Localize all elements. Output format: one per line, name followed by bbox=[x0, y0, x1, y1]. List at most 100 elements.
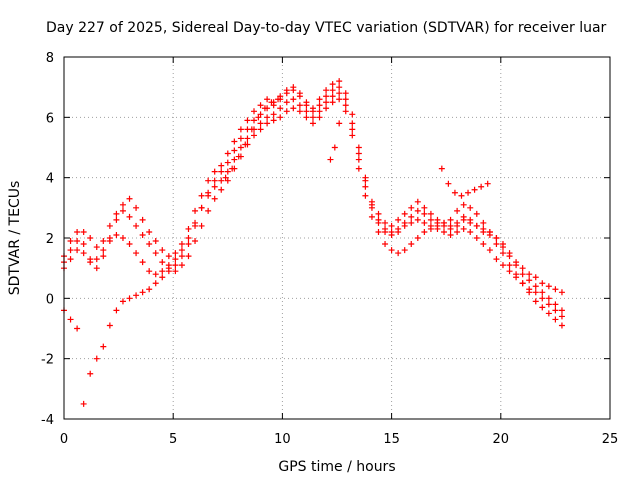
data-point bbox=[172, 250, 179, 257]
data-point bbox=[283, 99, 290, 106]
data-point bbox=[349, 111, 356, 118]
data-point bbox=[552, 307, 559, 314]
data-point bbox=[336, 84, 343, 91]
data-point bbox=[513, 271, 520, 278]
data-point bbox=[264, 120, 271, 127]
data-point bbox=[388, 222, 395, 229]
data-point bbox=[152, 238, 159, 245]
data-point bbox=[119, 207, 126, 214]
data-point bbox=[329, 93, 336, 100]
data-point bbox=[447, 216, 454, 223]
data-point bbox=[303, 114, 310, 121]
data-point bbox=[506, 268, 513, 275]
data-point bbox=[80, 228, 87, 235]
data-point bbox=[205, 207, 212, 214]
data-point bbox=[264, 114, 271, 121]
x-tick-label: 5 bbox=[169, 432, 177, 447]
data-point bbox=[309, 108, 316, 115]
data-point bbox=[152, 280, 159, 287]
data-point bbox=[211, 168, 218, 175]
data-point bbox=[185, 225, 192, 232]
data-point bbox=[146, 228, 153, 235]
data-point bbox=[421, 210, 428, 217]
data-point bbox=[316, 108, 323, 115]
x-axis-label: GPS time / hours bbox=[278, 459, 395, 475]
data-point bbox=[421, 219, 428, 226]
data-point bbox=[408, 241, 415, 248]
data-point bbox=[484, 180, 491, 187]
data-point bbox=[198, 192, 205, 199]
data-point bbox=[532, 274, 539, 281]
data-point bbox=[257, 102, 264, 109]
data-point bbox=[336, 120, 343, 127]
data-point bbox=[211, 195, 218, 202]
data-point bbox=[414, 216, 421, 223]
data-point bbox=[499, 250, 506, 257]
data-point bbox=[235, 153, 242, 160]
data-point bbox=[133, 250, 140, 257]
data-point bbox=[323, 105, 330, 112]
data-point bbox=[264, 96, 271, 103]
data-point bbox=[342, 102, 349, 109]
data-point bbox=[336, 90, 343, 97]
data-point bbox=[558, 313, 565, 320]
data-point bbox=[205, 177, 212, 184]
data-point bbox=[368, 201, 375, 208]
data-point bbox=[277, 105, 284, 112]
data-point bbox=[513, 262, 520, 269]
data-point bbox=[329, 99, 336, 106]
data-point bbox=[401, 247, 408, 254]
data-point bbox=[545, 295, 552, 302]
data-point bbox=[185, 253, 192, 260]
data-point bbox=[119, 298, 126, 305]
data-point bbox=[106, 222, 113, 229]
data-point bbox=[532, 298, 539, 305]
data-point bbox=[480, 228, 487, 235]
data-point bbox=[362, 192, 369, 199]
data-point bbox=[87, 235, 94, 241]
data-point bbox=[198, 222, 205, 229]
y-tick-label: 8 bbox=[46, 51, 54, 66]
data-point bbox=[414, 235, 421, 241]
data-point bbox=[218, 177, 225, 184]
data-point bbox=[478, 183, 485, 190]
y-tick-label: 6 bbox=[46, 111, 54, 126]
data-point bbox=[100, 343, 107, 350]
data-point bbox=[133, 204, 140, 211]
data-point bbox=[545, 283, 552, 290]
data-point bbox=[493, 256, 500, 263]
data-point bbox=[251, 117, 258, 124]
data-point bbox=[237, 126, 244, 133]
data-point bbox=[113, 307, 120, 314]
data-point bbox=[165, 268, 172, 275]
data-point bbox=[441, 222, 448, 229]
data-point bbox=[545, 310, 552, 317]
data-point bbox=[526, 271, 533, 278]
data-point bbox=[362, 183, 369, 190]
data-point bbox=[205, 189, 212, 196]
data-point bbox=[486, 247, 493, 254]
data-point bbox=[244, 135, 251, 142]
data-point bbox=[74, 228, 81, 235]
data-point bbox=[270, 117, 277, 124]
y-tick-label: 0 bbox=[46, 292, 54, 307]
data-point bbox=[172, 256, 179, 263]
chart-title: Day 227 of 2025, Sidereal Day-to-day VTE… bbox=[46, 20, 607, 36]
data-point bbox=[257, 111, 264, 118]
data-point bbox=[277, 114, 284, 121]
data-point bbox=[74, 238, 81, 245]
data-point bbox=[248, 126, 255, 133]
data-point bbox=[224, 168, 231, 175]
data-point bbox=[93, 256, 100, 263]
data-point bbox=[211, 177, 218, 184]
data-point bbox=[113, 216, 120, 223]
data-point bbox=[342, 108, 349, 115]
data-point bbox=[146, 241, 153, 248]
data-point bbox=[519, 280, 526, 287]
data-point bbox=[408, 219, 415, 226]
data-point bbox=[152, 250, 159, 257]
data-point bbox=[401, 210, 408, 217]
data-point bbox=[224, 150, 231, 157]
data-point bbox=[355, 156, 362, 163]
data-point bbox=[290, 96, 297, 103]
